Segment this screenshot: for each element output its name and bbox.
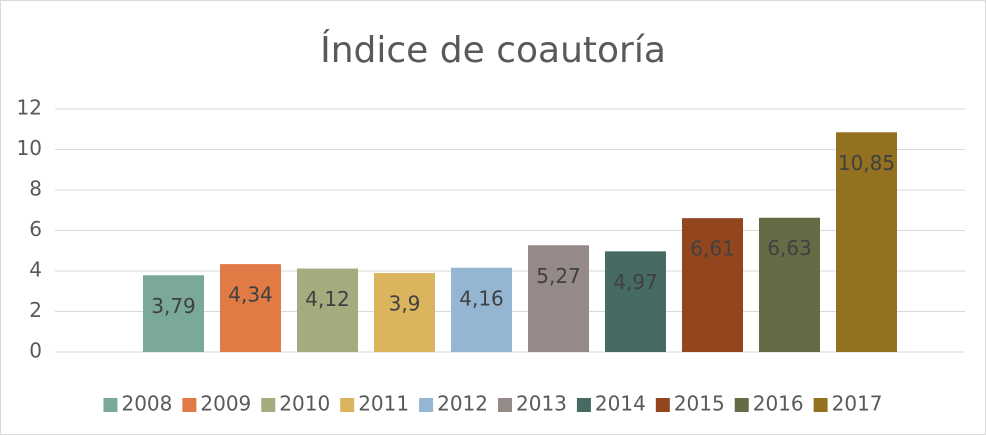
bar xyxy=(759,217,820,352)
bar xyxy=(220,264,281,352)
data-label: 3,9 xyxy=(389,292,421,316)
legend-label: 2016 xyxy=(753,392,804,416)
legend-swatch xyxy=(498,398,512,412)
y-tick-label: 8 xyxy=(29,177,42,201)
bar xyxy=(143,275,204,352)
legend-label: 2012 xyxy=(437,392,488,416)
legend-label: 2008 xyxy=(121,392,172,416)
bar xyxy=(297,268,358,352)
data-label: 4,16 xyxy=(459,286,504,310)
legend-swatch xyxy=(261,398,276,412)
bar xyxy=(605,251,666,352)
chart-title: Índice de coautoría xyxy=(320,29,666,71)
data-label: 4,34 xyxy=(228,283,273,307)
legend-swatch xyxy=(182,398,197,412)
legend-label: 2015 xyxy=(674,392,725,416)
legend-label: 2013 xyxy=(516,392,567,416)
y-tick-label: 4 xyxy=(29,258,42,282)
legend-swatch xyxy=(419,398,434,412)
legend-label: 2017 xyxy=(832,392,883,416)
legend-swatch xyxy=(576,398,591,412)
bar xyxy=(836,132,897,352)
data-label: 6,61 xyxy=(690,237,735,261)
legend-swatch xyxy=(340,398,355,412)
legend-label: 2011 xyxy=(358,392,409,416)
data-label: 4,12 xyxy=(305,287,350,311)
legend-label: 2014 xyxy=(595,392,646,416)
bar xyxy=(374,273,435,352)
y-tick-label: 12 xyxy=(17,96,42,120)
data-label: 3,79 xyxy=(151,294,196,318)
legend-swatch xyxy=(813,398,828,412)
bar xyxy=(682,218,743,352)
legend-label: 2009 xyxy=(200,392,251,416)
legend-swatch xyxy=(655,398,670,412)
legend-swatch xyxy=(734,398,749,412)
legend-swatch xyxy=(103,398,118,412)
data-label: 10,85 xyxy=(838,151,895,175)
bar xyxy=(451,267,512,352)
y-tick-label: 2 xyxy=(29,298,42,322)
y-tick-label: 10 xyxy=(17,136,42,160)
data-label: 6,63 xyxy=(767,236,812,260)
y-tick-label: 6 xyxy=(29,217,42,241)
legend-label: 2010 xyxy=(279,392,330,416)
bar xyxy=(528,245,589,352)
data-label: 4,97 xyxy=(613,270,658,294)
y-tick-label: 0 xyxy=(29,339,42,363)
data-label: 5,27 xyxy=(536,264,581,288)
